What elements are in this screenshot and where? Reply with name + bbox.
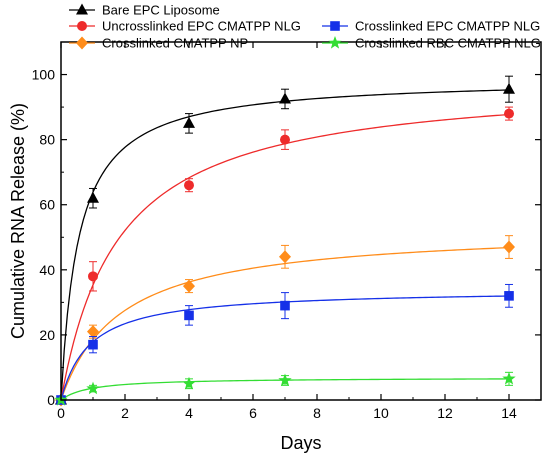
data-point	[280, 300, 290, 311]
legend-label: Uncrosslinked EPC CMATPP NLG	[102, 19, 301, 34]
legend-label: Bare EPC Liposome	[102, 3, 220, 18]
legend-marker	[76, 36, 88, 50]
data-point	[503, 240, 515, 254]
y-tick-label: 60	[39, 197, 55, 213]
x-tick-label: 4	[185, 405, 193, 421]
legend-marker	[330, 21, 340, 31]
legend-entry: Uncrosslinked EPC CMATPP NLG	[69, 19, 301, 34]
x-tick-label: 6	[249, 405, 257, 421]
legend-marker	[328, 36, 342, 49]
data-point	[88, 271, 98, 282]
x-axis-title: Days	[280, 433, 321, 453]
data-point	[87, 191, 99, 203]
x-tick-label: 8	[313, 405, 321, 421]
data-point	[87, 325, 99, 339]
legend-entry: Crosslinked CMATPP NP	[69, 36, 248, 51]
y-tick-label: 40	[39, 262, 55, 278]
data-point	[504, 108, 514, 119]
data-point	[182, 376, 196, 390]
y-axis-title: Cumulative RNA Release (%)	[8, 103, 28, 339]
x-tick-label: 14	[501, 405, 517, 421]
data-point	[88, 339, 98, 350]
data-point	[184, 310, 194, 321]
y-tick-label: 20	[39, 327, 55, 343]
y-tick-label: 100	[32, 67, 56, 83]
y-tick-label: 80	[39, 132, 55, 148]
data-point	[183, 279, 195, 293]
x-tick-label: 2	[121, 405, 129, 421]
data-point	[502, 371, 516, 385]
x-tick-label: 12	[437, 405, 453, 421]
legend-entry: Crosslinked RBC CMATPP NLG	[322, 36, 541, 51]
legend-marker	[77, 21, 87, 31]
legend-label: Crosslinked EPC CMATPP NLG	[355, 19, 540, 34]
data-points	[54, 75, 516, 407]
data-point	[504, 291, 514, 301]
data-point	[503, 82, 515, 94]
legend-label: Crosslinked RBC CMATPP NLG	[355, 36, 541, 51]
data-point	[279, 92, 291, 104]
legend-marker	[76, 3, 88, 15]
legend-label: Crosslinked CMATPP NP	[102, 36, 248, 51]
axes: 0 2 4 6 8 10 12 14 0 20 40 60 80 100	[32, 41, 542, 421]
data-point	[184, 180, 194, 191]
legend-entry: Crosslinked EPC CMATPP NLG	[322, 19, 540, 34]
data-point	[280, 134, 290, 145]
data-point	[183, 116, 195, 128]
data-point	[279, 250, 291, 264]
legend-entry: Bare EPC Liposome	[69, 3, 220, 18]
plot-frame	[60, 41, 542, 401]
data-point	[86, 381, 100, 395]
data-point	[278, 373, 292, 387]
y-tick-label: 0	[47, 392, 55, 408]
x-tick-label: 0	[57, 405, 65, 421]
x-tick-label: 10	[373, 405, 389, 421]
